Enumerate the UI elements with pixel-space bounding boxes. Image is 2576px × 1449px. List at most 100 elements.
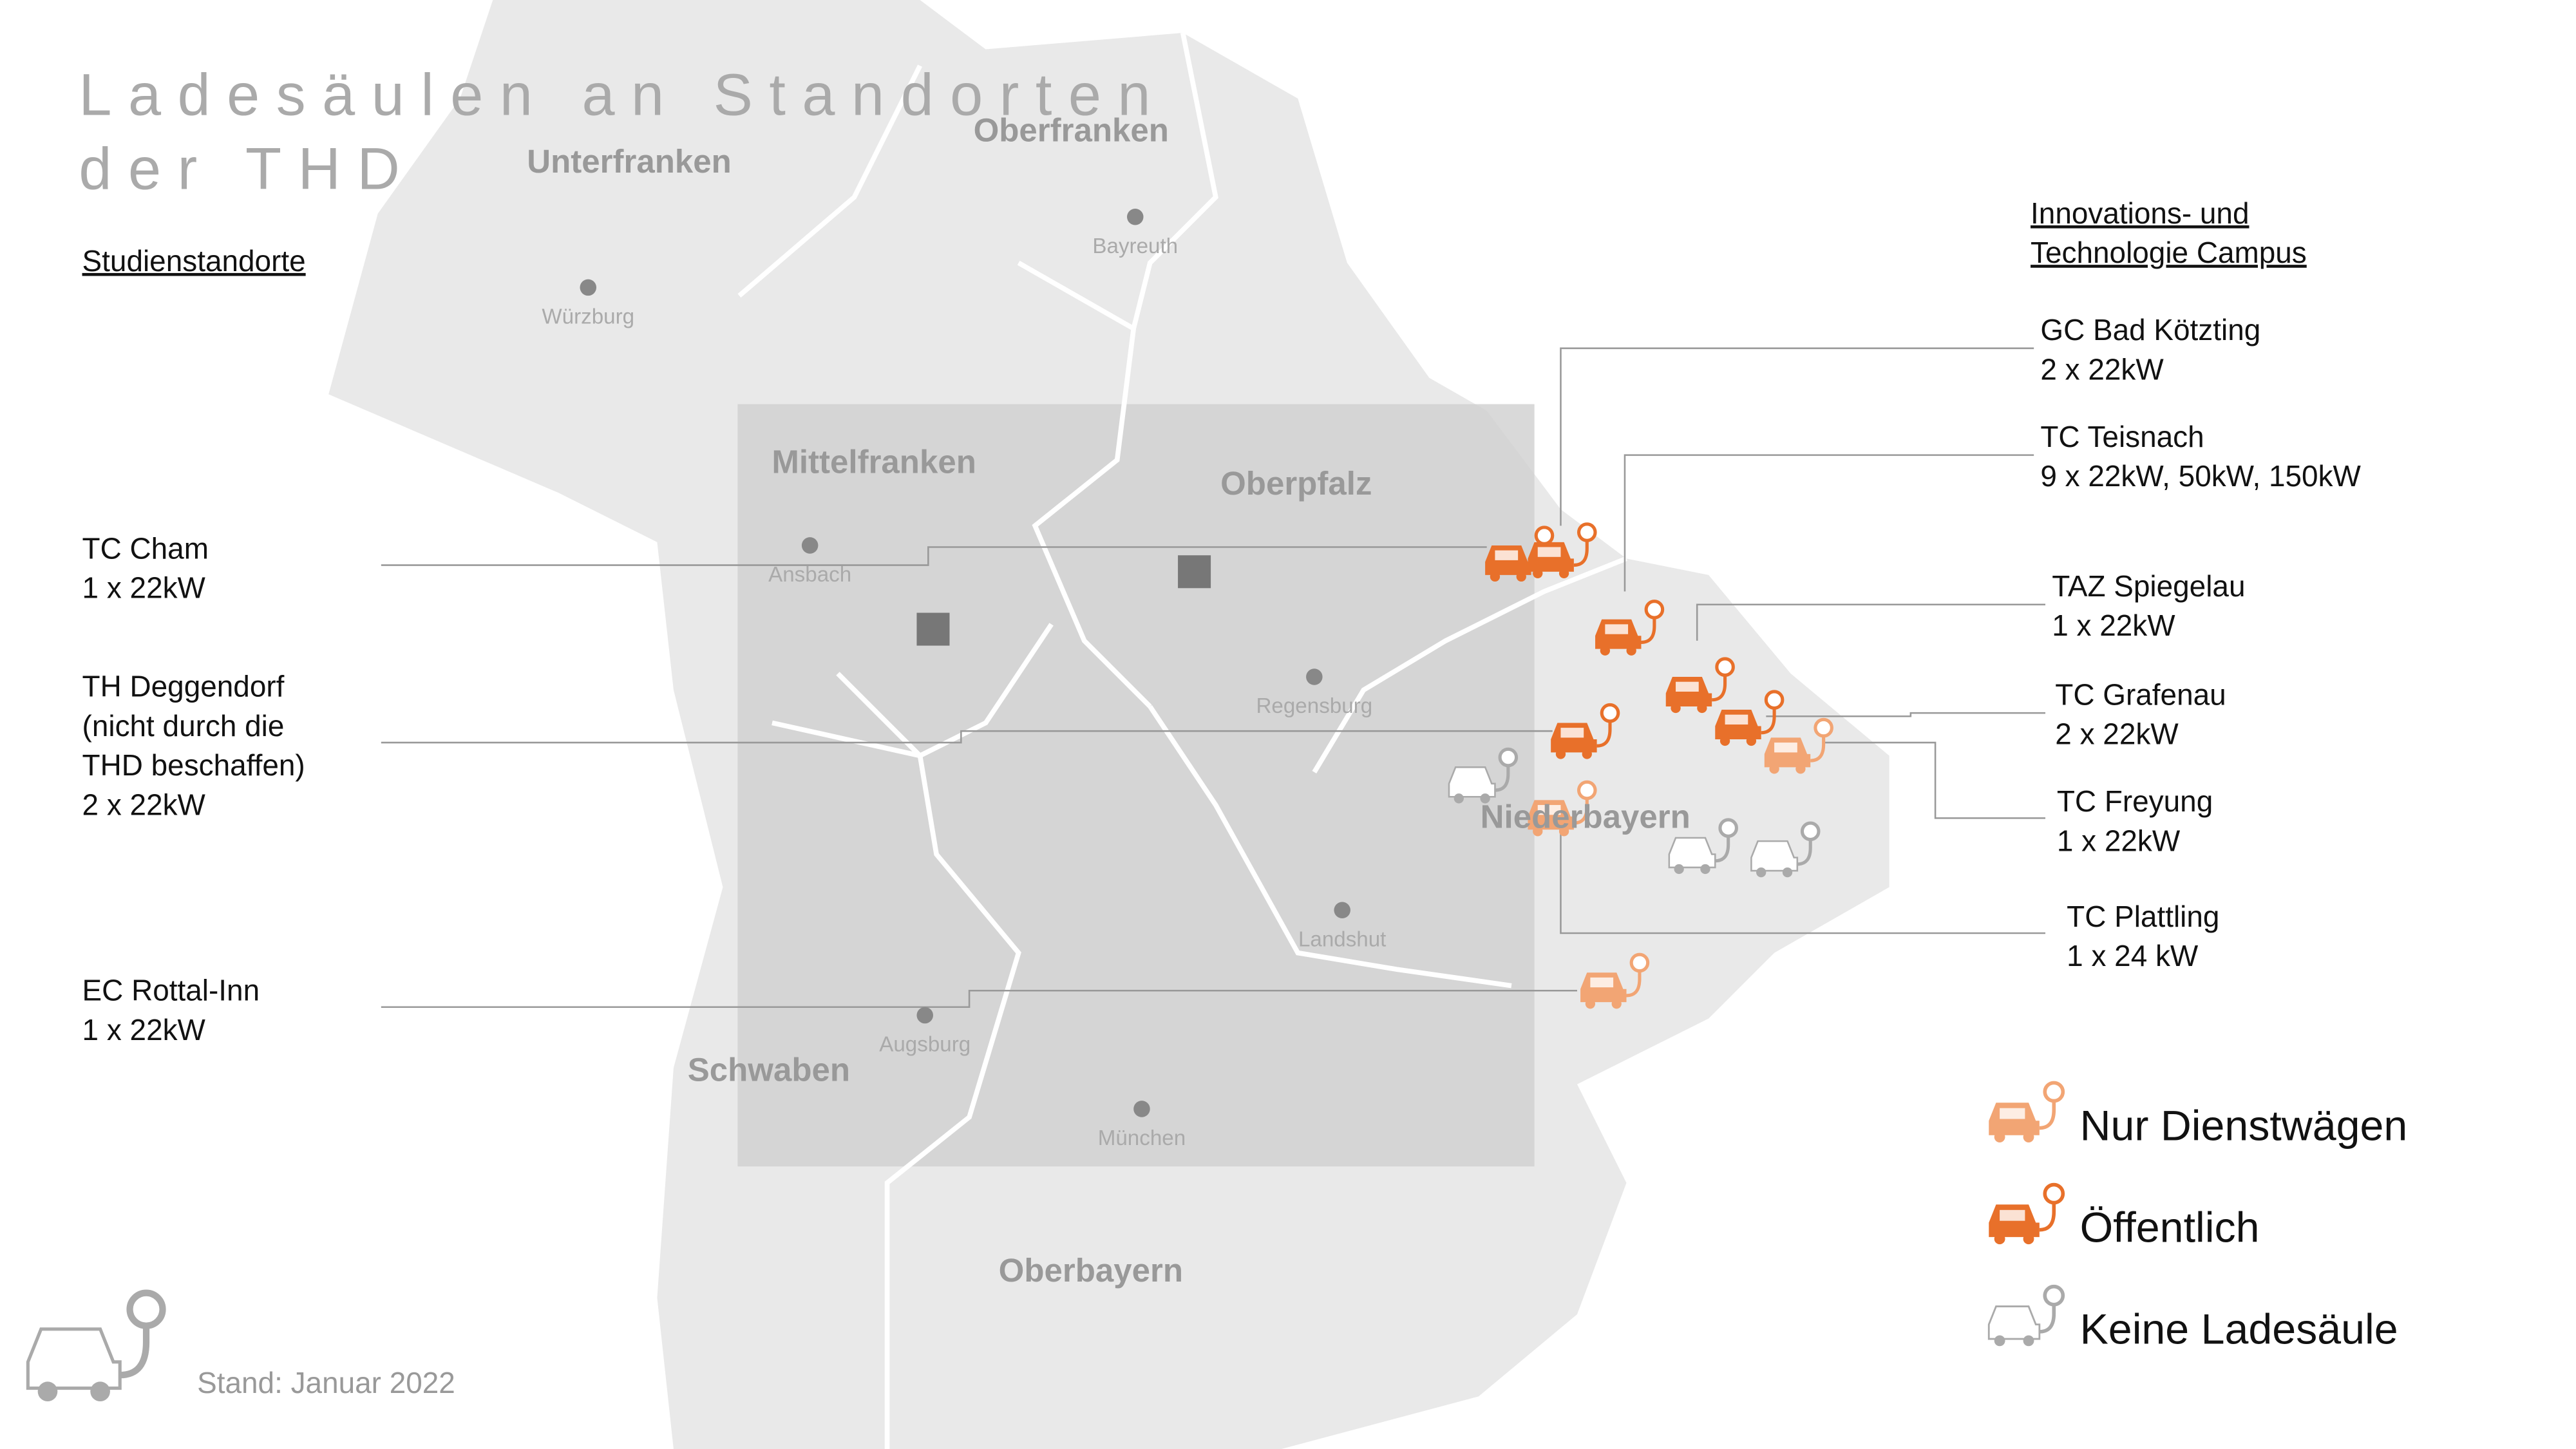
wheel: [1769, 764, 1779, 774]
cable: [2039, 1200, 2056, 1232]
region-label: Schwaben: [688, 1052, 850, 1088]
car-window: [1560, 728, 1584, 738]
car-window: [1679, 842, 1702, 853]
connector: [1823, 741, 2046, 819]
wheel: [1585, 999, 1596, 1009]
region-label: Unterfranken: [527, 143, 732, 180]
car-icon: [1528, 780, 1597, 837]
connector: [1560, 821, 2046, 934]
car-icon: [1987, 1284, 2065, 1347]
site-label: 1 x 24 kW: [2067, 939, 2199, 972]
car-icon: [1485, 526, 1555, 582]
car-icon: [1989, 1081, 2065, 1142]
wheel: [1454, 793, 1464, 804]
plug: [1498, 747, 1519, 768]
site-label: THD beschaffen): [82, 748, 305, 782]
car-body: [1989, 1204, 2040, 1237]
connector: [1624, 454, 2034, 592]
region-label: Niederbayern: [1481, 799, 1690, 835]
cable: [1573, 797, 1589, 825]
plug: [1629, 952, 1650, 973]
region-borders: [737, 32, 1627, 1449]
car-window: [1537, 547, 1561, 557]
plug: [2043, 1284, 2065, 1307]
car-window: [1725, 714, 1748, 724]
wheel: [1671, 703, 1681, 714]
cable: [1810, 734, 1826, 762]
plug: [1534, 526, 1555, 545]
heading: Innovations- und: [2031, 196, 2249, 230]
connector: [381, 989, 1577, 1009]
title: Ladesäulen an Standorten: [79, 62, 1167, 128]
car-icon: [1528, 522, 1597, 578]
car-window: [2000, 1108, 2025, 1119]
wheel: [1582, 749, 1592, 759]
cable: [2039, 1302, 2056, 1334]
plug: [1577, 780, 1597, 800]
wheel: [2023, 1132, 2034, 1142]
car-icon: [1665, 657, 1735, 714]
plug: [1644, 600, 1665, 620]
car-icon: [1750, 821, 1821, 878]
car-icon: [1595, 600, 1665, 656]
site-label: 2 x 22kW: [2040, 352, 2164, 386]
connector: [381, 546, 1487, 566]
car-icon: [1764, 717, 1833, 774]
car-window: [1605, 624, 1629, 634]
site-label: TH Deggendorf: [82, 670, 285, 703]
car-window: [1495, 550, 1519, 560]
cable: [1573, 538, 1589, 567]
plug: [126, 1289, 166, 1329]
connector: [1766, 712, 2046, 717]
city-dot: [1306, 668, 1323, 685]
connector: [1696, 603, 2046, 641]
city-label: Bayreuth: [1092, 234, 1178, 258]
site-label: TAZ Spiegelau: [2052, 569, 2245, 603]
region-label: Oberpfalz: [1220, 465, 1372, 502]
car-window: [1590, 977, 1614, 988]
cable: [2039, 1099, 2056, 1130]
site-label: 1 x 22kW: [82, 1013, 206, 1046]
plug: [1764, 690, 1785, 710]
car-icon: [1668, 818, 1738, 875]
wheel: [1600, 645, 1610, 656]
city-label: Augsburg: [879, 1033, 971, 1057]
wheel: [1782, 867, 1793, 878]
plug: [1600, 703, 1620, 723]
region-label: Mittelfranken: [772, 444, 976, 480]
wheel: [1994, 1335, 2005, 1347]
wheel: [1719, 735, 1730, 746]
cable: [1797, 838, 1812, 866]
region-label: Oberfranken: [974, 111, 1169, 148]
cable: [1711, 673, 1727, 702]
cable: [1626, 969, 1642, 998]
heading: Technologie Campus: [2031, 236, 2307, 269]
plug: [2043, 1081, 2065, 1103]
legend-label: Nur Dienstwägen: [2080, 1102, 2408, 1150]
connector: [381, 730, 1553, 744]
wheel: [1674, 864, 1684, 875]
car-window: [47, 1339, 94, 1359]
cable: [119, 1322, 150, 1379]
cable: [1495, 764, 1510, 792]
city-dot: [801, 537, 819, 554]
wheel: [1533, 568, 1543, 578]
site-label: TC Cham: [82, 531, 209, 565]
wheel: [1555, 749, 1566, 759]
car-icon: [1989, 1182, 2065, 1245]
title: der THD: [79, 136, 416, 202]
wheel: [1700, 864, 1710, 875]
car-icon: [1715, 690, 1785, 746]
wheel: [2023, 1335, 2034, 1347]
wheel: [1490, 571, 1501, 582]
city-dot: [1334, 902, 1350, 919]
wheel: [1795, 764, 1806, 774]
site-label: TC Teisnach: [2040, 420, 2204, 453]
car-icon: [1448, 747, 1519, 804]
city-label: München: [1098, 1126, 1186, 1150]
car-icon: [26, 1289, 166, 1402]
plug: [1814, 717, 1833, 738]
car-icon: [1580, 952, 1650, 1009]
wheel: [1516, 571, 1526, 582]
